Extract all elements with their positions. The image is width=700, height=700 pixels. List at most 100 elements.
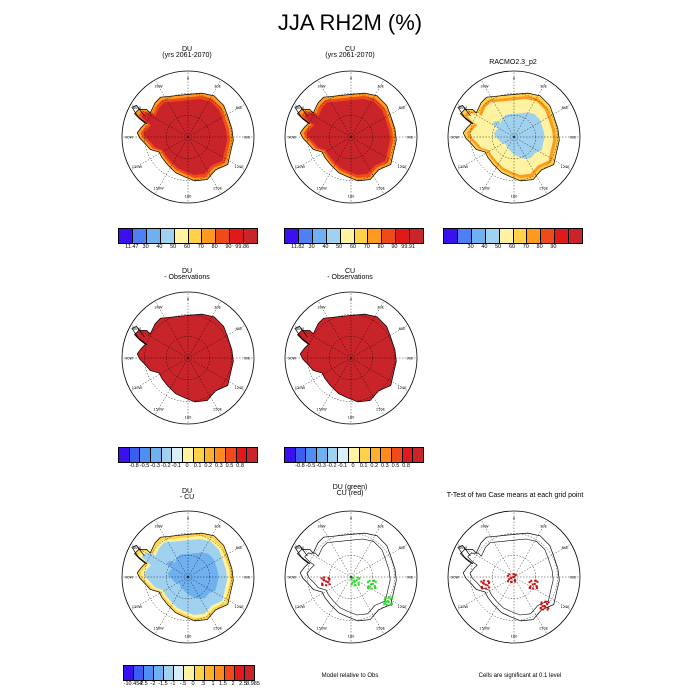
longitude-label: 90W bbox=[451, 136, 460, 140]
significance-marker bbox=[374, 586, 377, 589]
longitude-label: 0 bbox=[350, 517, 353, 521]
significance-marker bbox=[535, 585, 538, 588]
longitude-label: 150E bbox=[213, 187, 223, 191]
colorbar-tick-label: .5 bbox=[200, 681, 206, 687]
longitude-label: 120W bbox=[132, 165, 143, 169]
colorbar-swatch bbox=[119, 229, 133, 243]
significance-marker bbox=[480, 580, 483, 583]
longitude-label: 60W bbox=[296, 106, 305, 110]
significance-marker bbox=[547, 607, 550, 610]
colorbar-tick-label: 1 bbox=[211, 681, 215, 687]
longitude-label: 60W bbox=[133, 327, 142, 331]
significance-marker bbox=[384, 596, 387, 599]
colorbar-tick-label: -.5 bbox=[179, 681, 187, 687]
meridian-line bbox=[513, 136, 548, 195]
longitude-label: 60E bbox=[562, 546, 570, 550]
colorbar-swatch bbox=[354, 229, 369, 243]
significance-marker bbox=[351, 581, 354, 584]
colorbar-swatch bbox=[124, 666, 135, 680]
significance-marker bbox=[385, 600, 388, 603]
colorbar-swatch bbox=[161, 448, 173, 462]
meridian-line bbox=[480, 519, 515, 578]
longitude-label: 150W bbox=[479, 627, 490, 631]
meridian-line bbox=[350, 519, 385, 578]
longitude-label: 90W bbox=[288, 136, 297, 140]
meridian-line bbox=[456, 136, 515, 171]
meridian-line bbox=[187, 136, 246, 171]
longitude-label: 30E bbox=[540, 524, 548, 528]
meridian-line bbox=[154, 136, 189, 195]
peninsula-coastline bbox=[294, 104, 311, 125]
longitude-label: 30W bbox=[480, 84, 489, 88]
significance-marker bbox=[480, 587, 483, 590]
coastline bbox=[134, 313, 234, 403]
colorbar-swatch bbox=[499, 229, 514, 243]
longitude-label: 120W bbox=[295, 605, 306, 609]
meridian-line bbox=[317, 519, 352, 578]
colorbar-tick-label: 90 bbox=[550, 244, 557, 250]
colorbar-swatch bbox=[244, 229, 258, 243]
colorbar-tick-label: 90 bbox=[225, 244, 232, 250]
latitude-circle bbox=[470, 533, 558, 621]
significance-marker bbox=[374, 580, 377, 583]
meridian-line bbox=[513, 543, 572, 578]
longitude-label: 60E bbox=[399, 106, 407, 110]
significance-marker bbox=[373, 585, 376, 588]
colorbar-tick-label: 60 bbox=[183, 244, 191, 250]
colorbar-swatch bbox=[194, 666, 205, 680]
longitude-label: 180 bbox=[185, 195, 193, 199]
colorbar-tick-label: -0.5 bbox=[305, 463, 316, 469]
map-du: 0 30E 60E 90E 120E 150E 180 150W 120W 90W 60W 30W bbox=[121, 70, 255, 204]
meridian-line bbox=[317, 576, 352, 635]
meridian-line bbox=[293, 543, 352, 578]
significance-marker bbox=[350, 583, 353, 586]
coastline bbox=[134, 92, 234, 182]
longitude-label: 120E bbox=[235, 605, 245, 609]
meridian-line bbox=[187, 519, 222, 578]
colorbar-tick-label: 1.5 bbox=[219, 681, 227, 687]
map-du-green-cu-red: 0 30E 60E 90E 120E 150E 180 150W 120W 90W 60W 30W bbox=[284, 510, 418, 644]
colorbar-tick-label: 0.5 bbox=[391, 463, 400, 469]
peninsula-coastline bbox=[294, 325, 311, 346]
significance-marker bbox=[532, 587, 535, 590]
colorbar-swatch bbox=[326, 229, 341, 243]
colorbar-swatch bbox=[230, 229, 245, 243]
longitude-label: 120W bbox=[132, 386, 143, 390]
colorbar-swatch bbox=[204, 666, 215, 680]
colorbar-tick-label: 40 bbox=[322, 244, 329, 250]
meridian-line bbox=[293, 103, 352, 138]
significance-marker bbox=[367, 587, 370, 590]
significance-marker bbox=[323, 579, 326, 582]
colorbar-swatch bbox=[132, 229, 147, 243]
significance-marker bbox=[321, 582, 324, 585]
colorbar-tick-label: 40 bbox=[481, 244, 488, 250]
colorbar-tick-label: 60 bbox=[508, 244, 516, 250]
longitude-label: 150W bbox=[153, 627, 164, 631]
meridian-line bbox=[187, 357, 246, 392]
colorbar-tick-label: 50 bbox=[170, 244, 177, 250]
colorbar-tick-label: -0.3 bbox=[150, 463, 160, 469]
meridian-line bbox=[293, 576, 352, 611]
colorbar-tick-label: 99.91 bbox=[401, 244, 416, 250]
longitude-label: 0 bbox=[187, 77, 190, 81]
significance-marker bbox=[323, 576, 326, 579]
meridian-line bbox=[154, 576, 189, 635]
latitude-circle bbox=[144, 93, 232, 181]
colorbar-tick-label: 0.8 bbox=[402, 463, 410, 469]
significance-marker bbox=[531, 583, 534, 586]
significance-marker bbox=[540, 603, 543, 606]
colorbar-tick-label: 30 bbox=[308, 244, 315, 250]
page-title: JJA RH2M (%) bbox=[277, 10, 423, 35]
colorbar-swatch bbox=[381, 448, 392, 462]
longitude-label: 150E bbox=[376, 627, 386, 631]
colorbar-swatch bbox=[225, 448, 237, 462]
colorbar-swatch bbox=[285, 448, 296, 462]
significance-marker bbox=[367, 585, 370, 588]
colorbar-tick-label: 0.5 bbox=[225, 463, 234, 469]
significance-marker bbox=[357, 582, 360, 585]
panel-title-du-cu: DU - CU bbox=[179, 488, 195, 501]
significance-marker bbox=[357, 583, 360, 586]
meridian-line bbox=[187, 324, 246, 359]
significance-marker bbox=[513, 578, 516, 581]
meridian-line bbox=[513, 519, 548, 578]
